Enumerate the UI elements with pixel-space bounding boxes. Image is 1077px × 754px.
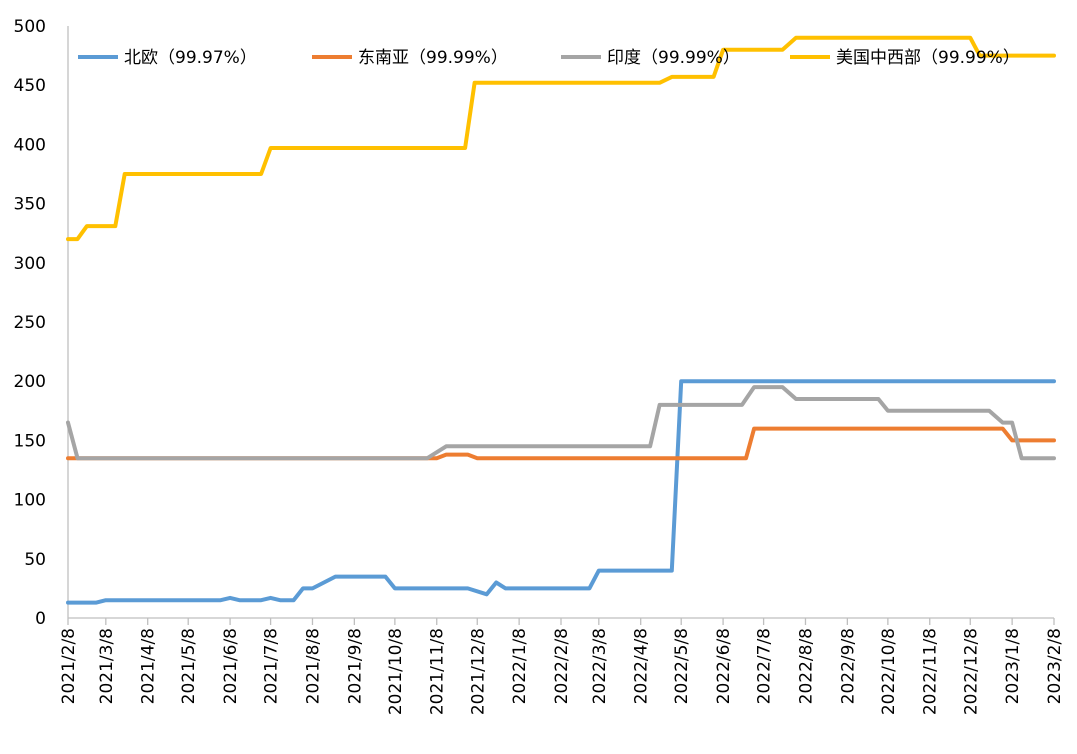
legend-label: 北欧（99.97%） [124,48,257,68]
x-tick-label: 2021/4/8 [139,628,159,704]
x-tick-label: 2021/8/8 [303,628,323,704]
x-tick-label: 2023/2/8 [1045,628,1065,704]
x-tick-label: 2022/5/8 [672,628,692,704]
x-tick-label: 2021/2/8 [59,628,79,704]
series-line-3 [66,385,1056,461]
x-tick-label: 2021/10/8 [386,628,406,715]
x-tick-label: 2022/2/8 [552,628,572,704]
legend: 北欧（99.97%） 东南亚（99.99%） 印度（99.99%） 美国中西部（99.… [78,48,1020,68]
series-line-1 [66,379,1056,605]
x-tick-label: 2021/9/8 [345,628,365,704]
y-tick-label: 0 [35,609,46,629]
x-tick-label: 2021/5/8 [179,628,199,704]
legend-label: 美国中西部（99.99%） [836,48,1020,68]
x-tick-label: 2022/9/8 [838,628,858,704]
y-tick-label: 400 [14,135,46,155]
series-line-2 [66,426,1056,461]
x-tick-label: 2021/6/8 [221,628,241,704]
legend-label: 印度（99.99%） [607,48,740,68]
x-tick-label: 2021/11/8 [428,628,448,715]
y-tick-label: 350 [14,195,46,215]
y-tick-label: 200 [14,372,46,392]
x-tick-label: 2022/10/8 [879,628,899,715]
x-axis: 2021/2/8 2021/3/8 2021/4/8 2021/5/8 2021/6/8… [59,617,1065,715]
legend-label: 东南亚（99.99%） [358,48,508,68]
x-tick-label: 2022/1/8 [510,628,530,704]
y-tick-label: 250 [14,313,46,333]
x-tick-label: 2022/12/8 [961,628,981,715]
y-tick-label: 150 [14,431,46,451]
series-line-4 [66,35,1056,242]
y-axis: 0 50 100 150 200 250 300 350 400 450 500 [14,17,69,629]
x-tick-label: 2021/7/8 [262,628,282,704]
y-tick-label: 300 [14,254,46,274]
x-tick-label: 2022/11/8 [921,628,941,715]
x-tick-label: 2022/3/8 [590,628,610,704]
y-tick-label: 450 [14,76,46,96]
x-tick-label: 2023/1/8 [1003,628,1023,704]
y-tick-label: 500 [14,17,46,37]
x-tick-label: 2022/4/8 [632,628,652,704]
x-tick-label: 2022/7/8 [755,628,775,704]
y-tick-label: 50 [24,550,46,570]
x-tick-label: 2022/8/8 [796,628,816,704]
y-tick-label: 100 [14,491,46,511]
series-layer [66,35,1056,605]
x-tick-label: 2022/6/8 [714,628,734,704]
x-tick-label: 2021/12/8 [468,628,488,715]
x-tick-label: 2021/3/8 [97,628,117,704]
